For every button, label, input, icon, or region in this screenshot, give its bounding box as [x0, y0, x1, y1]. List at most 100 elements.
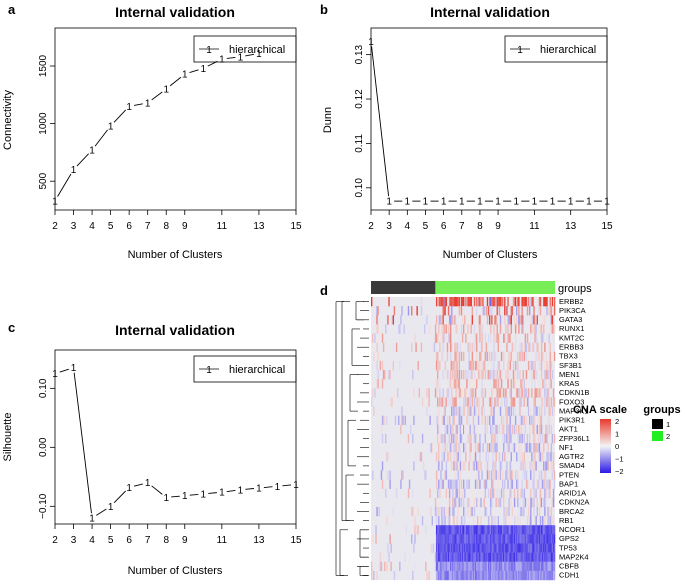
heatmap-cell — [533, 360, 535, 371]
heatmap-cell — [544, 552, 546, 562]
heatmap-cell — [522, 424, 524, 435]
heatmap-cell — [507, 297, 509, 307]
heatmap-cell — [453, 561, 455, 572]
heatmap-cell — [509, 388, 511, 398]
heatmap-cell — [546, 415, 548, 426]
row-label-tp53: TP53 — [559, 543, 577, 552]
heatmap-cell — [446, 370, 449, 380]
heatmap-cell — [461, 315, 464, 325]
heatmap-cell — [553, 433, 556, 444]
heatmap-cell — [500, 397, 503, 407]
heatmap-cell — [425, 525, 427, 535]
heatmap-cell — [549, 297, 551, 307]
row-label-brca2: BRCA2 — [559, 507, 584, 516]
heatmap-cell — [448, 525, 451, 535]
heatmap-cell — [450, 570, 452, 581]
heatmap-cell — [435, 333, 438, 343]
heatmap-cell — [500, 461, 503, 471]
heatmap-cell — [523, 461, 525, 471]
heatmap-cell — [506, 561, 508, 572]
heatmap-cell — [431, 443, 433, 453]
heatmap-cell — [395, 488, 398, 499]
heatmap-cell — [513, 552, 516, 562]
heatmap-cell — [450, 561, 452, 572]
heatmap-cell — [467, 525, 469, 535]
heatmap-cell — [465, 297, 467, 307]
heatmap-cell — [456, 479, 458, 489]
heatmap-cell — [514, 415, 517, 426]
row-label-ncor1: NCOR1 — [559, 525, 585, 534]
series-segment — [263, 486, 273, 488]
heatmap-cell — [467, 406, 469, 416]
heatmap-cell — [547, 388, 549, 398]
heatmap-cell — [509, 306, 511, 316]
row-label-gata3: GATA3 — [559, 315, 582, 324]
heatmap-cell — [439, 360, 441, 371]
heatmap-cell — [388, 297, 390, 307]
heatmap-cell — [551, 516, 554, 526]
heatmap-cell — [452, 525, 454, 535]
heatmap-cell — [510, 488, 513, 499]
row-label-gps2: GPS2 — [559, 534, 579, 543]
heatmap-cell — [510, 406, 513, 416]
heatmap-cell — [447, 342, 450, 352]
heatmap-cell — [492, 534, 494, 544]
heatmap-cell — [485, 570, 488, 581]
groups-legend-swatch-1 — [652, 419, 663, 429]
heatmap-cell — [411, 342, 413, 352]
heatmap-cell — [531, 561, 533, 572]
heatmap-cell — [496, 552, 498, 562]
heatmap-cell — [475, 525, 478, 535]
heatmap-cell — [523, 506, 525, 517]
heatmap-cell — [453, 443, 455, 453]
heatmap-cell — [505, 461, 507, 471]
heatmap-cell — [464, 525, 466, 535]
heatmap-cell — [493, 570, 495, 581]
heatmap-cell — [439, 315, 441, 325]
heatmap-cell — [499, 552, 502, 562]
heatmap-cell — [412, 433, 414, 444]
heatmap-cell — [532, 543, 534, 553]
heatmap-cell — [454, 461, 456, 471]
heatmap-cell — [505, 534, 507, 544]
heatmap-cell — [447, 452, 450, 462]
heatmap-cell — [460, 561, 463, 572]
heatmap-cell — [490, 397, 492, 407]
heatmap-cell — [458, 497, 461, 508]
heatmap-cell — [495, 561, 497, 572]
x-tick-label: 15 — [290, 535, 302, 546]
heatmap-cell — [455, 424, 457, 435]
heatmap-cell — [401, 415, 403, 426]
heatmap-cell — [411, 306, 413, 316]
heatmap-cell — [520, 388, 522, 398]
heatmap-cell — [549, 406, 551, 416]
heatmap-cell — [474, 479, 477, 489]
heatmap-cell — [470, 570, 472, 581]
heatmap-cell — [552, 516, 555, 526]
heatmap-cell — [414, 534, 416, 544]
heatmap-cell — [550, 506, 553, 517]
heatmap-cell — [524, 561, 527, 572]
heatmap-cell — [543, 561, 545, 572]
heatmap-cell — [454, 443, 456, 453]
heatmap-cell — [544, 543, 546, 553]
heatmap-cell — [496, 534, 498, 544]
heatmap-cell — [512, 360, 515, 371]
heatmap-cell — [521, 415, 523, 426]
data-point-marker: 1 — [201, 489, 207, 500]
panel-b-xlabel: Number of Clusters — [443, 249, 538, 261]
heatmap-cell — [450, 306, 452, 316]
heatmap-cell — [442, 534, 444, 544]
heatmap-cell — [498, 561, 501, 572]
heatmap-cell — [550, 543, 553, 553]
heatmap-cell — [531, 452, 533, 462]
heatmap-cell — [466, 534, 468, 544]
heatmap-cell — [382, 370, 385, 380]
heatmap-cell — [473, 525, 476, 535]
heatmap-cell — [454, 561, 456, 572]
heatmap-cell — [524, 424, 527, 435]
heatmap-cell — [437, 424, 439, 435]
heatmap-cell — [498, 370, 501, 380]
heatmap-cell — [512, 297, 515, 307]
heatmap-cell — [474, 406, 477, 416]
